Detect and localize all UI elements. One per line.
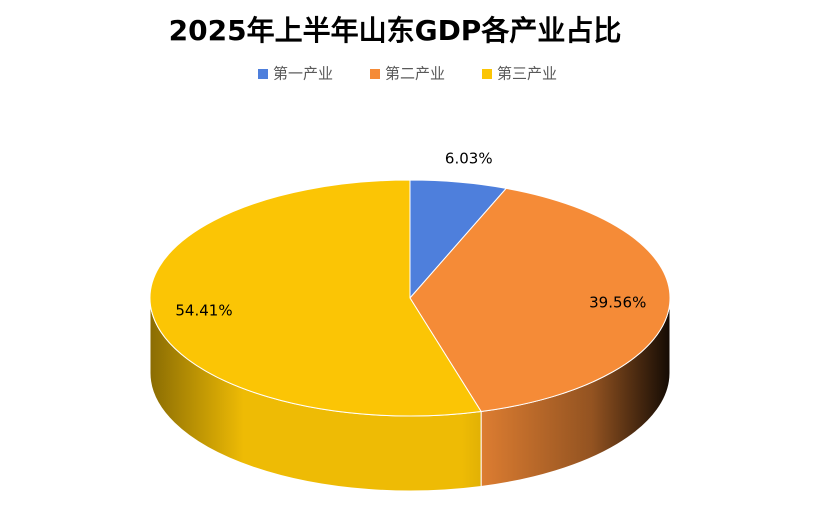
legend-label: 第三产业 [497, 65, 557, 83]
data-label: 39.56% [589, 293, 646, 311]
chart-title: 2025年上半年山东GDP各产业占比 [169, 14, 622, 47]
legend-label: 第一产业 [273, 65, 333, 83]
data-label: 54.41% [175, 302, 232, 320]
data-label: 6.03% [445, 149, 493, 167]
pie-slice [149, 179, 482, 417]
legend-label: 第二产业 [385, 65, 445, 83]
pie-slice [409, 187, 671, 413]
legend-swatch [482, 69, 492, 79]
legend-swatch [370, 69, 380, 79]
legend-swatch [258, 69, 268, 79]
